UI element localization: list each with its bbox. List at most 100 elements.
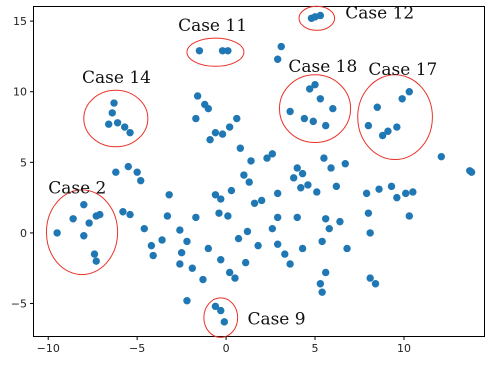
data-point xyxy=(231,274,239,282)
data-point xyxy=(300,114,309,123)
cluster-ellipse-2 xyxy=(83,89,149,148)
data-point xyxy=(378,131,387,140)
data-point xyxy=(286,107,294,116)
data-point xyxy=(199,275,207,284)
data-point xyxy=(293,213,301,222)
data-point xyxy=(204,104,213,113)
data-point xyxy=(177,248,186,257)
data-point xyxy=(126,210,134,219)
data-point xyxy=(305,85,314,93)
data-point xyxy=(375,185,383,193)
data-point xyxy=(215,209,223,217)
data-point xyxy=(80,200,88,209)
data-point xyxy=(329,104,337,113)
cluster-ellipse-7 xyxy=(203,297,239,338)
annotation-layer: Case 2 Case 14 Case 11 Case 12 Case 18 Case 1… xyxy=(48,3,437,329)
cluster-ellipse-4 xyxy=(298,5,336,31)
data-point xyxy=(257,196,266,205)
data-point xyxy=(80,232,88,240)
data-point xyxy=(245,178,253,186)
case-label-case-17: Case 17 xyxy=(368,60,437,80)
data-point xyxy=(268,224,277,233)
data-point xyxy=(193,92,202,100)
y-tick-label: −5 xyxy=(11,298,27,311)
case-label-case-9: Case 9 xyxy=(247,310,305,330)
data-point xyxy=(163,212,172,220)
x-axis: −10 −5 0 5 10 xyxy=(37,336,411,355)
case-label-case-12: Case 12 xyxy=(345,3,414,23)
data-point xyxy=(341,160,349,168)
data-point xyxy=(225,268,234,277)
data-point xyxy=(92,257,100,265)
y-tick-label: 5 xyxy=(20,156,27,169)
data-point xyxy=(105,120,113,128)
data-point xyxy=(192,114,200,123)
case-label-case-2: Case 2 xyxy=(48,178,106,198)
data-point xyxy=(405,88,413,96)
data-point xyxy=(398,95,406,103)
data-point xyxy=(85,219,93,227)
x-tick-label: 5 xyxy=(312,342,319,355)
data-point xyxy=(96,210,104,219)
data-point xyxy=(206,136,214,144)
data-point xyxy=(183,296,191,305)
data-point xyxy=(224,212,232,220)
x-tick-label: 0 xyxy=(223,342,230,355)
cluster-ellipse-1 xyxy=(45,189,119,276)
data-point xyxy=(336,217,344,226)
data-point xyxy=(332,182,341,191)
data-point xyxy=(233,114,241,123)
data-point xyxy=(277,42,285,51)
data-point xyxy=(126,128,134,137)
data-point xyxy=(69,215,77,223)
cluster-layer xyxy=(45,5,433,338)
data-point xyxy=(176,260,184,268)
data-point xyxy=(316,95,325,103)
data-point xyxy=(409,188,417,196)
data-point xyxy=(327,164,335,172)
y-tick-label: 0 xyxy=(20,227,27,240)
data-point xyxy=(133,168,141,176)
data-point xyxy=(311,80,319,89)
data-point xyxy=(158,236,166,244)
data-point xyxy=(240,171,248,179)
data-point xyxy=(110,99,118,107)
data-point xyxy=(90,250,99,258)
data-point xyxy=(437,152,446,161)
data-point xyxy=(227,186,236,195)
data-point xyxy=(373,103,381,111)
data-point xyxy=(289,174,298,182)
data-point xyxy=(293,164,301,172)
data-point xyxy=(318,288,326,296)
data-point xyxy=(273,213,282,222)
data-point xyxy=(149,251,157,260)
data-point xyxy=(218,130,227,138)
y-axis: −5 0 5 10 15 xyxy=(11,15,34,311)
data-point xyxy=(195,47,204,55)
data-point xyxy=(220,318,229,326)
data-point xyxy=(165,191,173,199)
data-point xyxy=(321,121,330,130)
data-point xyxy=(236,144,245,152)
data-point xyxy=(217,256,225,264)
x-tick-label: −10 xyxy=(37,342,60,355)
x-tick-label: 10 xyxy=(397,342,411,355)
data-point xyxy=(183,237,191,246)
data-point xyxy=(121,123,129,131)
data-point xyxy=(225,123,234,131)
data-point xyxy=(286,260,294,268)
data-point xyxy=(188,264,197,272)
data-point xyxy=(320,154,328,162)
data-point xyxy=(204,244,213,253)
data-point xyxy=(281,250,289,258)
data-point xyxy=(211,128,220,137)
data-point xyxy=(316,280,325,288)
data-point xyxy=(321,268,330,277)
y-tick-label: 15 xyxy=(13,15,27,28)
data-point xyxy=(343,244,351,253)
data-point xyxy=(224,47,232,55)
data-point xyxy=(321,215,330,223)
cluster-ellipse-5 xyxy=(278,74,352,144)
data-point xyxy=(316,11,325,20)
case-label-case-11: Case 11 xyxy=(178,16,247,36)
